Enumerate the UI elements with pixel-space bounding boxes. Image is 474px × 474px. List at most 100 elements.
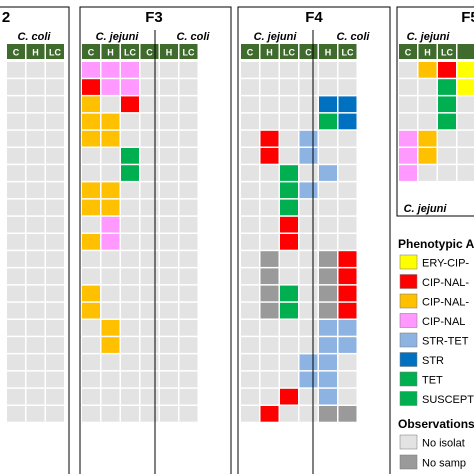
matrix-cell xyxy=(160,96,178,113)
matrix-cell xyxy=(160,182,178,199)
matrix-cell xyxy=(101,199,120,216)
matrix-cell xyxy=(121,130,139,147)
matrix-cell xyxy=(338,251,357,267)
species-label: C. coli xyxy=(336,31,370,43)
legend-swatch xyxy=(399,274,418,289)
matrix-cell xyxy=(260,62,279,78)
column-header-cell xyxy=(438,44,456,59)
matrix-cell xyxy=(241,388,259,405)
matrix-cell xyxy=(7,337,25,353)
matrix-cell xyxy=(140,199,159,216)
matrix-cell xyxy=(140,354,159,371)
matrix-cell xyxy=(26,216,45,233)
matrix-cell xyxy=(179,165,198,181)
matrix-cell xyxy=(101,182,120,199)
matrix-cell xyxy=(26,148,45,164)
matrix-cell xyxy=(338,320,357,336)
matrix-cell xyxy=(418,148,437,164)
matrix-cell xyxy=(7,199,25,216)
matrix-cell xyxy=(179,62,198,78)
matrix-cell xyxy=(46,62,64,78)
legend-title: Phenotypic A xyxy=(398,237,474,251)
matrix-cell xyxy=(299,371,318,388)
matrix-cell xyxy=(319,285,337,302)
matrix-cell xyxy=(280,130,298,147)
column-header-cell xyxy=(121,44,139,59)
matrix-cell xyxy=(260,96,279,113)
matrix-cell xyxy=(319,216,337,233)
matrix-cell xyxy=(82,113,100,130)
matrix-cell xyxy=(82,79,100,95)
matrix-cell xyxy=(179,130,198,147)
matrix-cell xyxy=(338,165,357,181)
matrix-cell xyxy=(179,302,198,319)
matrix-cell xyxy=(26,285,45,302)
matrix-cell xyxy=(121,216,139,233)
matrix-cell xyxy=(7,130,25,147)
matrix-cell xyxy=(121,251,139,267)
matrix-cell xyxy=(338,337,357,353)
matrix-cell xyxy=(160,354,178,371)
matrix-cell xyxy=(241,148,259,164)
matrix-cell xyxy=(457,165,474,181)
matrix-cell xyxy=(121,406,139,422)
matrix-cell xyxy=(399,96,417,113)
matrix-cell xyxy=(260,354,279,371)
matrix-cell xyxy=(241,182,259,199)
column-header-cell xyxy=(140,44,159,59)
matrix-cell xyxy=(319,268,337,285)
matrix-cell xyxy=(160,320,178,336)
matrix-cell xyxy=(319,130,337,147)
matrix-cell xyxy=(140,96,159,113)
matrix-cell xyxy=(101,337,120,353)
matrix-cell xyxy=(260,320,279,336)
matrix-cell xyxy=(338,79,357,95)
species-label: C. coli xyxy=(17,31,51,43)
matrix-cell xyxy=(7,371,25,388)
matrix-cell xyxy=(338,216,357,233)
matrix-cell xyxy=(299,406,318,422)
matrix-cell xyxy=(399,165,417,181)
matrix-cell xyxy=(260,371,279,388)
matrix-cell xyxy=(260,234,279,250)
matrix-cell xyxy=(26,371,45,388)
matrix-cell xyxy=(280,62,298,78)
matrix-cell xyxy=(399,79,417,95)
farm-label: F4 xyxy=(305,9,323,26)
column-header-label: LC xyxy=(49,48,61,58)
matrix-cell xyxy=(399,113,417,130)
matrix-cell xyxy=(140,148,159,164)
matrix-cell xyxy=(26,354,45,371)
matrix-cell xyxy=(26,234,45,250)
matrix-cell xyxy=(418,165,437,181)
matrix-cell xyxy=(7,406,25,422)
matrix-cell xyxy=(299,268,318,285)
matrix-cell xyxy=(179,199,198,216)
matrix-cell xyxy=(319,388,337,405)
matrix-cell xyxy=(82,234,100,250)
matrix-cell xyxy=(26,251,45,267)
legend-label: CIP-NAL- xyxy=(422,297,469,309)
matrix-cell xyxy=(7,216,25,233)
matrix-cell xyxy=(140,251,159,267)
matrix-cell xyxy=(82,96,100,113)
matrix-cell xyxy=(26,96,45,113)
matrix-cell xyxy=(46,216,64,233)
matrix-cell xyxy=(438,165,456,181)
matrix-cell xyxy=(82,285,100,302)
matrix-cell xyxy=(280,406,298,422)
column-header-label: C xyxy=(405,48,412,58)
matrix-cell xyxy=(399,62,417,78)
matrix-cell xyxy=(457,113,474,130)
matrix-cell xyxy=(82,354,100,371)
matrix-cell xyxy=(319,165,337,181)
matrix-cell xyxy=(46,371,64,388)
matrix-cell xyxy=(82,216,100,233)
matrix-cell xyxy=(338,234,357,250)
column-header-label: LC xyxy=(441,48,453,58)
column-header-cell xyxy=(101,44,120,59)
species-label: C. jejuni xyxy=(407,31,451,43)
matrix-cell xyxy=(26,130,45,147)
legend-swatch xyxy=(399,293,418,309)
matrix-cell xyxy=(319,354,337,371)
